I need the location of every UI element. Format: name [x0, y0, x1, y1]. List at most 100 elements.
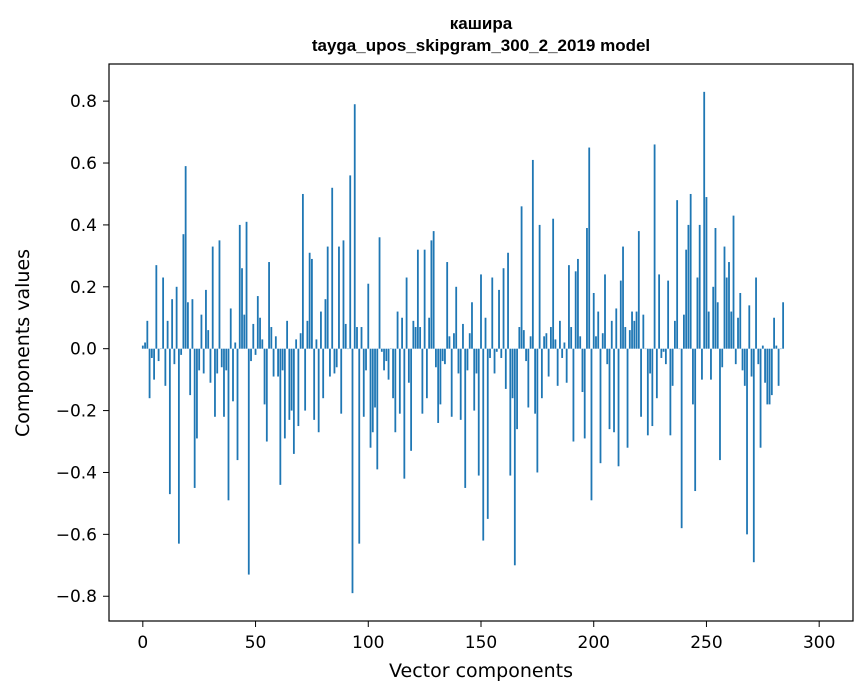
bar-87: [338, 246, 340, 349]
bar-219: [635, 311, 638, 349]
bar-246: [696, 277, 699, 349]
bar-241: [685, 249, 688, 349]
bar-281: [775, 345, 778, 349]
bar-253: [712, 286, 715, 349]
bar-22: [191, 299, 194, 349]
bar-54: [263, 348, 266, 405]
bar-201: [595, 336, 597, 349]
bar-147: [473, 348, 476, 411]
bar-63: [283, 348, 286, 439]
bar-100: [367, 283, 370, 349]
bar-51: [256, 296, 259, 349]
bar-257: [721, 348, 724, 368]
bar-169: [522, 330, 525, 349]
bar-80: [322, 348, 325, 399]
bars-group: [141, 91, 785, 594]
bar-151: [482, 348, 485, 541]
bar-69: [297, 348, 300, 427]
bar-276: [764, 348, 766, 383]
bar-229: [658, 274, 661, 349]
bar-20: [187, 302, 189, 349]
bar-118: [407, 348, 410, 383]
bar-96: [358, 348, 361, 544]
bar-155: [491, 277, 494, 349]
bar-3: [148, 348, 151, 399]
bar-119: [410, 348, 413, 451]
bar-204: [601, 333, 604, 349]
bar-67: [292, 348, 295, 454]
bar-284: [782, 302, 785, 349]
bar-39: [229, 308, 232, 349]
bar-268: [746, 348, 748, 535]
bar-27: [202, 348, 205, 374]
chart-subtitle: tayga_upos_skipgram_300_2_2019 model: [312, 36, 650, 55]
bar-146: [471, 302, 473, 349]
bar-133: [441, 348, 444, 362]
bar-279: [770, 348, 773, 396]
bar-108: [385, 348, 388, 362]
bar-170: [525, 348, 527, 362]
x-tick-label: 0: [137, 633, 148, 653]
x-tick-label: 50: [245, 633, 267, 653]
bar-113: [396, 311, 399, 349]
bar-55: [265, 348, 268, 442]
bar-24: [196, 348, 198, 439]
bar-79: [320, 311, 322, 349]
bar-149: [477, 348, 480, 476]
bar-258: [723, 246, 726, 349]
bar-272: [755, 277, 757, 349]
bar-153: [486, 348, 489, 519]
bar-131: [437, 348, 440, 423]
bar-92: [349, 175, 352, 349]
bar-178: [543, 336, 546, 349]
bar-56: [268, 262, 270, 349]
bar-103: [374, 348, 376, 408]
x-tick-label: 300: [803, 633, 835, 653]
bar-195: [581, 348, 584, 393]
y-tick-label: 0.8: [70, 92, 97, 112]
bar-11: [166, 320, 169, 349]
bar-184: [556, 348, 559, 386]
bar-49: [252, 323, 255, 349]
bar-156: [493, 348, 496, 374]
bar-179: [545, 333, 548, 349]
bar-57: [270, 327, 273, 349]
bar-74: [308, 252, 311, 349]
bar-150: [480, 274, 482, 349]
bar-1: [144, 342, 146, 349]
bar-62: [281, 348, 284, 371]
chart-title: кашира: [450, 14, 513, 33]
bar-225: [649, 348, 651, 374]
bar-29: [207, 330, 210, 349]
bar-154: [489, 348, 491, 358]
bar-230: [660, 348, 663, 358]
bar-261: [730, 311, 733, 349]
bar-197: [586, 228, 588, 349]
bar-134: [444, 348, 446, 365]
bar-2: [146, 320, 149, 349]
x-tick-label: 150: [465, 633, 497, 653]
bar-104: [376, 348, 379, 470]
bar-264: [737, 317, 739, 349]
bar-158: [498, 289, 500, 349]
bar-213: [622, 246, 624, 349]
bar-128: [430, 240, 433, 349]
bar-163: [509, 348, 512, 476]
bar-129: [432, 231, 435, 349]
bar-205: [604, 274, 606, 349]
bar-278: [768, 348, 771, 405]
bar-109: [387, 348, 390, 380]
bar-19: [184, 166, 187, 349]
bar-123: [419, 327, 422, 349]
bar-188: [565, 348, 568, 383]
bar-17: [180, 348, 183, 355]
bar-58: [272, 348, 275, 377]
bar-260: [728, 262, 730, 349]
bar-262: [732, 215, 735, 349]
y-tick-label: −0.6: [56, 525, 97, 545]
bar-16: [177, 348, 180, 544]
bar-209: [613, 348, 615, 433]
bar-122: [416, 249, 419, 349]
bar-233: [667, 280, 670, 349]
